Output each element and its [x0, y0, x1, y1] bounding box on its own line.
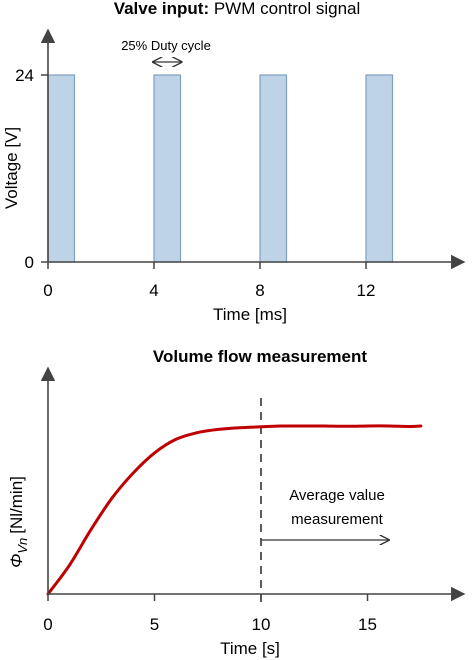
pwm-title-rest: PWM control signal: [209, 0, 360, 18]
flow-x-tick-label-3: 15: [358, 615, 377, 634]
pwm-pulse-2: [259, 74, 288, 263]
pwm-chart-title: Valve input: PWM control signal: [114, 0, 361, 18]
pwm-x-tick-label-1: 4: [149, 281, 158, 300]
pwm-x-ticks: 0 4 8 12: [43, 262, 375, 300]
flow-x-ticks: 0 5 10 15: [43, 594, 377, 634]
flow-chart-title: Volume flow measurement: [153, 347, 367, 366]
duty-cycle-label: 25% Duty cycle: [121, 38, 211, 53]
pwm-pulse-0: [47, 74, 76, 263]
pwm-y-tick-label-1: 24: [15, 66, 34, 85]
flow-x-tick-label-1: 5: [150, 615, 159, 634]
flow-y-axis-label: ΦVn [Nl/min]: [7, 476, 30, 568]
pwm-y-ticks: 0 24: [15, 66, 48, 272]
pwm-title-bold: Valve input:: [114, 0, 209, 18]
pwm-x-tick-label-0: 0: [43, 281, 52, 300]
flow-x-axis-label: Time [s]: [220, 639, 280, 658]
pwm-x-axis-label: Time [ms]: [213, 305, 287, 324]
pwm-chart: Valve input: PWM control signal 0 4 8 12 0 2…: [2, 0, 466, 324]
flow-annotation-line-1: Average value: [289, 487, 385, 504]
pwm-pulse-1: [153, 74, 182, 263]
flow-chart: Volume flow measurement 0 5 10 15 Time [s] …: [7, 347, 466, 658]
pwm-y-axis-label: Voltage [V]: [2, 127, 21, 209]
flow-x-tick-label-2: 10: [252, 615, 271, 634]
pwm-y-tick-label-0: 0: [25, 253, 34, 272]
flow-y-label-unit: [Nl/min]: [7, 476, 26, 534]
flow-y-label-subscript: Vn: [15, 538, 30, 554]
pwm-x-tick-label-3: 12: [357, 281, 376, 300]
pwm-pulse-group: [47, 74, 394, 263]
flow-series-line: [46, 424, 423, 596]
pwm-pulse-3: [365, 74, 394, 263]
flow-y-label-symbol: Φ: [7, 554, 26, 568]
flow-annotation-line-2: measurement: [291, 511, 384, 528]
pwm-x-tick-label-2: 8: [255, 281, 264, 300]
flow-x-tick-label-0: 0: [43, 615, 52, 634]
